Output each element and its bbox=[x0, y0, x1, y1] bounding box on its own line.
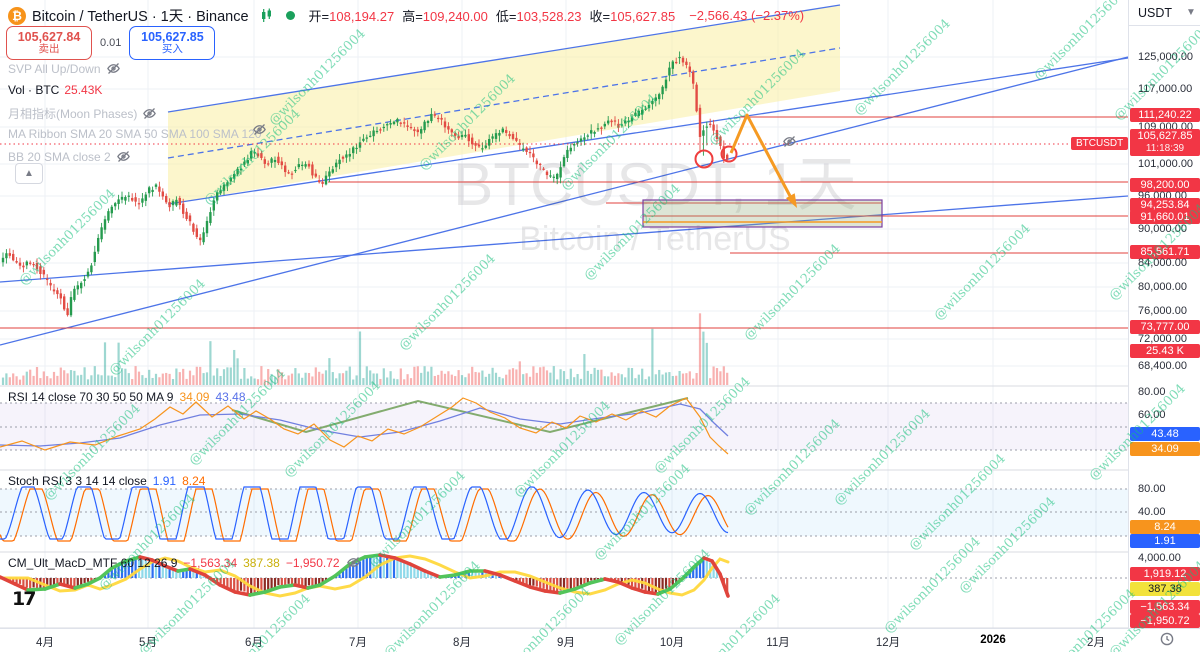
price-axis[interactable]: USDT ▼ 125,000.00 117,000.00 111,240.22 109… bbox=[1128, 0, 1200, 628]
price-tick: 101,000.00 bbox=[1138, 158, 1194, 170]
rsi-legend[interactable]: RSI 14 close 70 30 50 50 MA 9 34.09 43.4… bbox=[8, 390, 246, 404]
price-alert-label: 91,660.01 bbox=[1130, 210, 1200, 224]
price-alert-label: 85,561.71 bbox=[1130, 245, 1200, 259]
ohlc-item: 低=103,528.23 bbox=[495, 9, 582, 24]
time-tick: 4月 bbox=[36, 637, 54, 649]
price-tick: 72,000.00 bbox=[1138, 333, 1187, 345]
candle-style-icon[interactable] bbox=[259, 8, 274, 23]
eye-hidden-icon[interactable] bbox=[782, 134, 797, 149]
legend-svp[interactable]: SVP All Up/Down bbox=[8, 61, 121, 76]
svg-text:BTCUSDT, 1天: BTCUSDT, 1天 bbox=[453, 151, 856, 218]
time-tick: 11月 bbox=[766, 637, 790, 649]
price-tick: 40.00 bbox=[1138, 506, 1166, 518]
price-alert-label: 1.91 bbox=[1130, 534, 1200, 548]
bitcoin-logo-icon: ₿ bbox=[8, 6, 26, 25]
time-tick: 7月 bbox=[349, 637, 367, 649]
eye-hidden-icon[interactable] bbox=[346, 555, 361, 570]
price-tick: 76,000.00 bbox=[1138, 305, 1187, 317]
market-status-dot[interactable] bbox=[285, 11, 295, 20]
symbol-title[interactable]: Bitcoin / TetherUS · 1天 · Binance bbox=[32, 9, 249, 25]
legend-ma-ribbon[interactable]: MA Ribbon SMA 20 SMA 50 SMA 100 SMA 120 bbox=[8, 127, 262, 141]
time-tick: 9月 bbox=[557, 637, 575, 649]
chart-header: ₿ Bitcoin / TetherUS · 1天 · Binance 开=10… bbox=[8, 5, 804, 26]
price-alert-label: −1,950.72 bbox=[1130, 614, 1200, 628]
tradingview-logo[interactable]: 17 bbox=[12, 588, 36, 610]
price-tick: 117,000.00 bbox=[1138, 83, 1193, 95]
ohlc-item: 收=105,627.85 bbox=[589, 9, 676, 24]
svg-text:Bitcoin / TetherUS: Bitcoin / TetherUS bbox=[519, 220, 791, 258]
price-alert-label: 98,200.00 bbox=[1130, 178, 1200, 192]
time-tick: 8月 bbox=[453, 637, 471, 649]
price-alert-label: −1,563.34 bbox=[1130, 600, 1200, 614]
price-tick: 60.00 bbox=[1138, 409, 1166, 421]
price-alert-label: 43.48 bbox=[1130, 427, 1200, 441]
currency-selector[interactable]: USDT ▼ bbox=[1129, 0, 1200, 26]
ohlc-values: 开=108,194.27 高=109,240.00 低=103,528.23 收=10… bbox=[309, 6, 676, 25]
price-alert-label: 387.38 bbox=[1130, 582, 1200, 596]
time-tick: 5月 bbox=[139, 637, 157, 649]
price-tick: 4,000.00 bbox=[1138, 552, 1181, 564]
time-tick: 2026 bbox=[980, 634, 1006, 646]
current-price-label: 105,627.85 11:18:39 bbox=[1130, 129, 1200, 157]
price-alert-label: 73,777.00 bbox=[1130, 320, 1200, 334]
ohlc-item: 开=108,194.27 bbox=[308, 9, 395, 24]
chevron-down-icon: ▼ bbox=[1186, 7, 1196, 18]
legend-bollinger[interactable]: BB 20 SMA close 2 bbox=[8, 149, 131, 164]
price-tick: 125,000.00 bbox=[1138, 51, 1194, 63]
price-tick: 80,000.00 bbox=[1138, 281, 1187, 293]
ohlc-item: 高=109,240.00 bbox=[402, 9, 488, 24]
price-tick: 68,400.00 bbox=[1138, 360, 1187, 372]
price-alert-label: 8.24 bbox=[1130, 520, 1200, 534]
stoch-rsi-legend[interactable]: Stoch RSI 3 3 14 14 close 1.91 8.24 bbox=[8, 474, 206, 488]
price-alert-label: 111,240.22 bbox=[1130, 108, 1200, 122]
order-panel: 105,627.84 卖出 0.01 105,627.85 买入 bbox=[6, 26, 216, 60]
macd-legend[interactable]: CM_Ult_MacD_MTF 60 12 26 9 −1,563.34 387… bbox=[8, 555, 361, 570]
spread-value: 0.01 bbox=[100, 37, 122, 49]
time-axis[interactable]: 4月 5月 6月 7月 8月 9月 10月 11月 12月 2026 2月 bbox=[0, 628, 1200, 652]
symbol-price-tag: BTCUSDT bbox=[1071, 137, 1129, 150]
price-tick: 80.00 bbox=[1138, 386, 1166, 398]
collapse-legend-button[interactable]: ▲ bbox=[15, 163, 43, 184]
legend-volume[interactable]: Vol · BTC 25.43K bbox=[8, 83, 103, 97]
eye-hidden-icon[interactable] bbox=[142, 106, 157, 121]
sell-button[interactable]: 105,627.84 卖出 bbox=[6, 26, 92, 60]
clock-icon[interactable] bbox=[1160, 632, 1174, 651]
time-tick: 12月 bbox=[875, 637, 901, 649]
price-tick: 80.00 bbox=[1138, 483, 1166, 495]
buy-button[interactable]: 105,627.85 买入 bbox=[129, 26, 216, 60]
eye-hidden-icon[interactable] bbox=[116, 149, 131, 164]
price-alert-label: 1,919.12 bbox=[1130, 567, 1200, 581]
price-tick: 90,000.00 bbox=[1138, 223, 1187, 235]
legend-moon-phases[interactable]: 月相指标(Moon Phases) bbox=[8, 105, 157, 122]
price-tick: 84,000.00 bbox=[1138, 257, 1187, 269]
time-tick: 10月 bbox=[659, 637, 685, 649]
time-tick: 6月 bbox=[245, 637, 263, 649]
price-alert-label: 25.43 K bbox=[1130, 344, 1200, 358]
price-change: −2,566.43 (−2.37%) bbox=[689, 8, 805, 23]
price-alert-label: 94,253.84 bbox=[1130, 198, 1200, 212]
eye-hidden-icon[interactable] bbox=[252, 122, 267, 137]
eye-hidden-icon[interactable] bbox=[106, 61, 121, 76]
price-alert-label: 34.09 bbox=[1130, 442, 1200, 456]
time-tick: 2月 bbox=[1087, 637, 1105, 649]
